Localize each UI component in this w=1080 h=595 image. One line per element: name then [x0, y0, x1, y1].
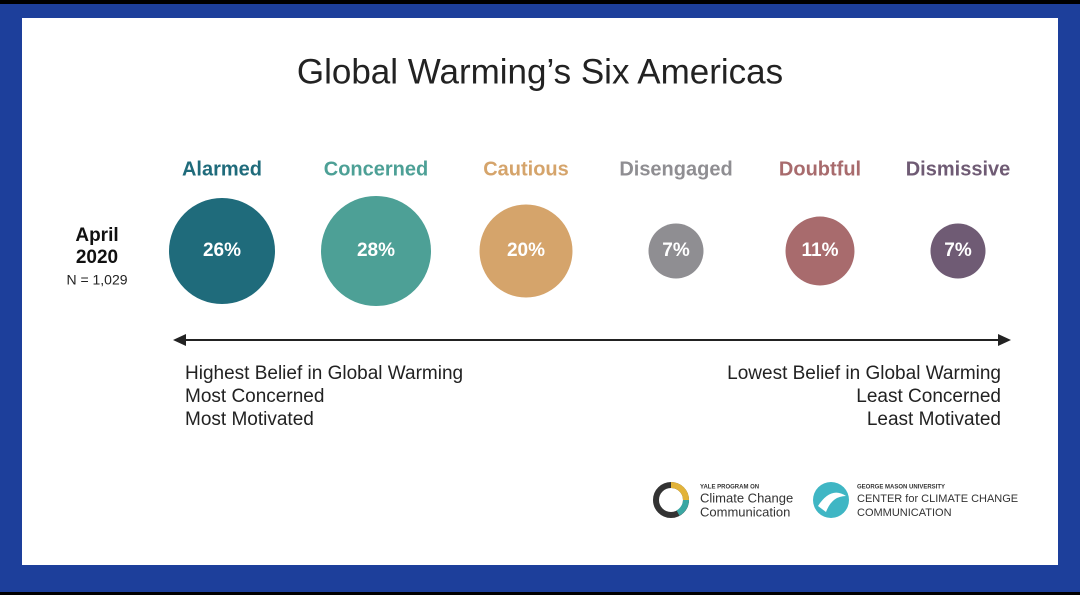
logo-text: CENTER for CLIMATE CHANGE: [857, 493, 1018, 505]
value-label: 7%: [662, 240, 690, 261]
bubble: [930, 223, 986, 279]
bubble: [785, 216, 855, 286]
row-label: April: [75, 225, 118, 246]
right-note: Lowest Belief in Global Warming: [727, 363, 1001, 384]
category-label: Dismissive: [906, 158, 1011, 180]
sample-size: N = 1,029: [66, 272, 127, 288]
category-label: Disengaged: [619, 158, 732, 180]
logo-text: YALE PROGRAM ON: [700, 485, 759, 491]
logo-text: Communication: [700, 504, 790, 519]
right-note: Least Motivated: [867, 409, 1001, 430]
value-label: 28%: [357, 240, 395, 261]
logo-text: COMMUNICATION: [857, 507, 952, 519]
value-label: 26%: [203, 240, 241, 261]
logo-text: GEORGE MASON UNIVERSITY: [857, 485, 945, 491]
logo-icon: [670, 482, 689, 501]
arrow: [173, 334, 1011, 346]
value-label: 7%: [944, 240, 972, 261]
chart: Alarmed 26% Concerned 28% Cautious 20% Disenga…: [169, 158, 1018, 519]
logo-yale: [653, 482, 849, 518]
left-note: Most Motivated: [185, 409, 314, 430]
bubble: [169, 198, 275, 304]
category-label: Doubtful: [779, 158, 861, 180]
left-note: Most Concerned: [185, 386, 324, 407]
value-label: 11%: [802, 240, 839, 261]
category-label: Concerned: [324, 158, 428, 180]
row-label: 2020: [76, 247, 118, 268]
bubble: [479, 204, 573, 298]
logo-text: Climate Change: [700, 490, 793, 505]
logo-icon: [818, 492, 846, 512]
value-label: 20%: [507, 240, 545, 261]
category-label: Alarmed: [182, 158, 262, 180]
right-note: Least Concerned: [856, 386, 1001, 407]
logo-icon: [676, 499, 689, 516]
arrow-head: [998, 334, 1011, 346]
bubble: [648, 223, 704, 279]
chart-title: Global Warming’s Six Americas: [297, 52, 783, 91]
left-note: Highest Belief in Global Warming: [185, 363, 463, 384]
arrow-head: [173, 334, 186, 346]
bubble: [321, 196, 431, 306]
category-label: Cautious: [483, 158, 569, 180]
